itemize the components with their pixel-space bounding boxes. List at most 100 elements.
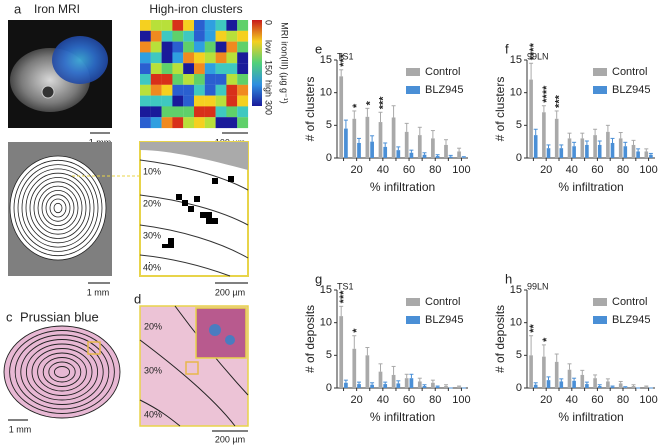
bar — [636, 151, 640, 158]
heat-cell — [183, 117, 195, 129]
heat-cell — [194, 74, 205, 85]
zoom-label: 20% — [143, 198, 161, 208]
heat-cell — [172, 74, 184, 85]
legend-swatch — [593, 86, 607, 94]
significance: *** — [338, 53, 350, 67]
heat-cell — [226, 74, 238, 85]
bar — [529, 355, 533, 388]
bar — [554, 361, 559, 388]
bar — [435, 386, 440, 388]
scale-label: 200 µm — [215, 434, 245, 444]
bar — [593, 135, 597, 158]
heat-cell — [161, 106, 173, 118]
bar — [422, 386, 427, 388]
heat-cell — [226, 106, 238, 118]
bar — [585, 144, 589, 158]
legend-label: Control — [612, 66, 647, 78]
y-axis-label: # of clusters — [303, 77, 317, 142]
bar — [370, 384, 374, 388]
heat-cell — [150, 52, 162, 64]
contour — [53, 366, 71, 378]
bar — [593, 378, 597, 388]
bar — [631, 386, 636, 388]
bar — [417, 381, 422, 388]
y-tick-label: 0 — [516, 382, 522, 394]
heat-cell — [237, 30, 249, 42]
zoom-label: 30% — [143, 230, 161, 240]
x-tick-label: 80 — [429, 164, 441, 176]
heat-cell — [215, 106, 227, 118]
bar — [417, 135, 422, 158]
heat-cell — [194, 63, 205, 75]
contour — [41, 189, 75, 226]
bar — [391, 374, 396, 388]
x-tick-label: 80 — [429, 394, 441, 406]
heat-cell — [204, 106, 216, 118]
bar — [444, 144, 448, 158]
x-tick-label: 40 — [377, 164, 389, 176]
heat-cell — [183, 30, 195, 42]
legend-swatch — [593, 298, 607, 306]
contour — [33, 181, 83, 235]
heat-cell — [172, 84, 184, 96]
heat-cell — [194, 84, 205, 96]
heat-cell — [237, 63, 249, 75]
scale-label: 200 µm — [215, 287, 245, 297]
significance: ** — [528, 323, 540, 332]
heat-cell — [226, 63, 238, 75]
x-axis-label: % infiltration — [558, 410, 623, 424]
heat-cell — [204, 74, 216, 85]
heat-cell — [226, 20, 238, 31]
bar — [533, 384, 538, 388]
contour — [45, 194, 71, 222]
colorbar-label: 150 — [264, 60, 274, 75]
x-tick-label: 40 — [566, 394, 578, 406]
heat-cell — [215, 41, 227, 53]
heat-cell — [161, 41, 173, 53]
y-tick-label: 5 — [326, 349, 332, 361]
panel-letter: e — [315, 41, 322, 56]
heat-cell — [140, 106, 151, 118]
zoom-box — [87, 341, 101, 355]
bar — [597, 144, 602, 158]
bar — [623, 387, 628, 388]
x-tick-label: 20 — [351, 164, 363, 176]
contour — [21, 168, 95, 248]
contour — [17, 164, 99, 252]
chart-subtitle: 99LN — [527, 281, 549, 291]
heat-cell — [161, 74, 173, 85]
panel-title: Prussian blue — [20, 309, 99, 324]
x-tick-label: 20 — [351, 394, 363, 406]
panel-title: Iron MRI — [34, 2, 80, 16]
heat-cell — [140, 117, 151, 129]
contour — [9, 155, 107, 261]
panel-letter: c — [6, 309, 13, 324]
y-tick-label: 10 — [510, 317, 522, 329]
colorbar-label: low — [264, 40, 274, 54]
heatmap — [140, 20, 249, 129]
heat-cell — [215, 52, 227, 64]
heat-cell — [140, 52, 151, 64]
y-tick-label: 15 — [510, 54, 522, 66]
heat-cell — [215, 95, 227, 107]
y-tick-label: 15 — [320, 54, 332, 66]
heat-cell — [183, 20, 195, 31]
chart-subtitle: 99LN — [527, 51, 549, 61]
zoom-label: 10% — [143, 166, 161, 176]
zoom-pixels — [162, 176, 234, 248]
x-tick-label: 80 — [617, 164, 629, 176]
y-tick-label: 0 — [326, 152, 332, 164]
x-tick-label: 60 — [591, 394, 603, 406]
heat-cell — [194, 30, 205, 42]
bar — [610, 142, 615, 158]
bar — [606, 381, 610, 388]
heat-cell — [161, 52, 173, 64]
significance: *** — [554, 94, 566, 108]
histology-label: 30% — [144, 365, 162, 375]
heat-cell — [161, 117, 173, 129]
y-tick-label: 15 — [320, 284, 332, 296]
bar — [383, 146, 388, 158]
x-tick-label: 100 — [639, 164, 657, 176]
heat-cell — [161, 30, 173, 42]
x-axis-label: % infiltration — [558, 180, 623, 194]
